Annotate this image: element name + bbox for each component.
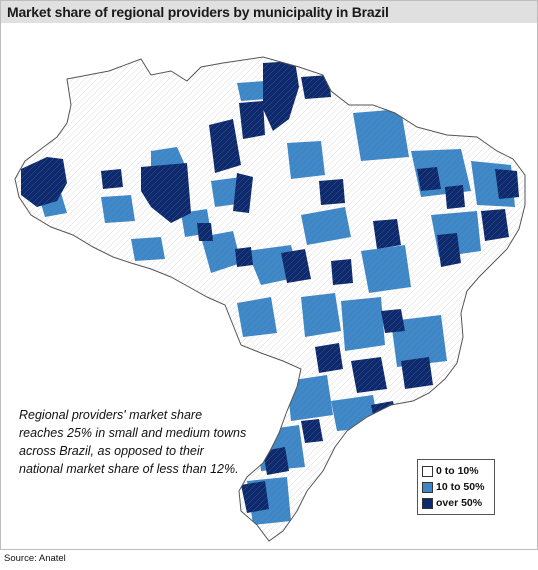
legend-label: 0 to 10% bbox=[436, 465, 479, 477]
note-line: reaches 25% in small and medium towns bbox=[19, 426, 247, 440]
source-credit: Source: Anatel bbox=[4, 553, 66, 564]
brazil-map bbox=[14, 56, 526, 542]
note-line: across Brazil, as opposed to their bbox=[19, 444, 204, 458]
title-bar: Market share of regional providers by mu… bbox=[1, 1, 537, 23]
legend-swatch bbox=[422, 465, 433, 477]
legend-item-low: 0 to 10% bbox=[422, 463, 490, 479]
map-legend: 0 to 10% 10 to 50% over 50% bbox=[417, 459, 495, 515]
legend-label: over 50% bbox=[436, 497, 483, 509]
legend-swatch bbox=[422, 481, 433, 493]
figure-title: Market share of regional providers by mu… bbox=[7, 4, 389, 20]
annotation-note: Regional providers' market share reaches… bbox=[19, 406, 279, 478]
figure-frame: Market share of regional providers by mu… bbox=[0, 0, 538, 550]
legend-item-high: over 50% bbox=[422, 495, 490, 511]
legend-item-mid: 10 to 50% bbox=[422, 479, 490, 495]
note-line: national market share of less than 12%. bbox=[19, 462, 239, 476]
note-line: Regional providers' market share bbox=[19, 408, 203, 422]
legend-swatch bbox=[422, 497, 433, 509]
legend-label: 10 to 50% bbox=[436, 481, 485, 493]
